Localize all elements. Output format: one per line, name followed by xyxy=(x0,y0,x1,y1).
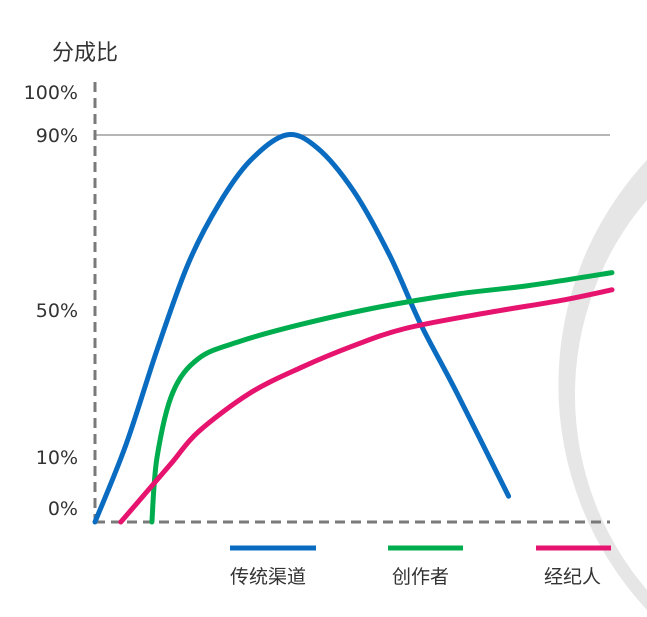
decorative-arc xyxy=(558,160,647,610)
y-axis-title: 分成比 xyxy=(52,41,118,66)
y-ticks: 100% 90% 50% 10% 0% xyxy=(24,82,78,520)
y-tick-label: 90% xyxy=(36,125,78,147)
y-tick-label: 0% xyxy=(48,498,78,520)
y-tick-label: 10% xyxy=(36,447,78,469)
series-line-0 xyxy=(92,132,512,525)
y-tick-label: 50% xyxy=(36,300,78,322)
legend-label-channel: 传统渠道 xyxy=(230,566,306,588)
series-lines xyxy=(92,132,615,525)
legend-label-agent: 经纪人 xyxy=(544,566,601,588)
series-line-2 xyxy=(118,287,615,525)
legend: 传统渠道 创作者 经纪人 xyxy=(230,545,611,588)
y-tick-label: 100% xyxy=(24,82,78,104)
series-line-1 xyxy=(149,270,615,525)
legend-label-creator: 创作者 xyxy=(392,566,449,588)
